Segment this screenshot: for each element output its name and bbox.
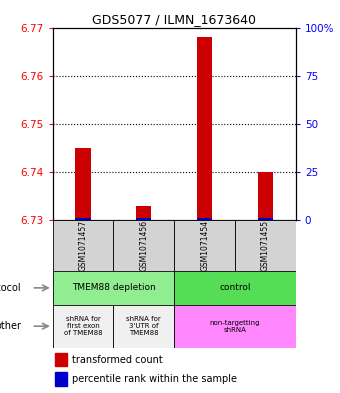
FancyBboxPatch shape [235,220,296,271]
Text: shRNA for
first exon
of TMEM88: shRNA for first exon of TMEM88 [64,316,102,336]
Text: transformed count: transformed count [72,354,163,365]
Bar [258,218,273,220]
Text: other: other [0,321,21,331]
Text: percentile rank within the sample: percentile rank within the sample [72,374,237,384]
FancyBboxPatch shape [53,220,114,271]
FancyBboxPatch shape [53,305,114,348]
Text: shRNA for
3'UTR of
TMEM88: shRNA for 3'UTR of TMEM88 [126,316,161,336]
Text: control: control [219,283,251,292]
FancyBboxPatch shape [174,305,296,348]
Text: protocol: protocol [0,283,21,293]
Text: GSM1071454: GSM1071454 [200,220,209,271]
Bar [197,218,212,220]
Bar [197,37,212,220]
Text: GSM1071455: GSM1071455 [261,220,270,271]
Bar [55,372,67,386]
Bar [136,206,151,220]
Text: GSM1071457: GSM1071457 [79,220,88,271]
Bar [136,218,151,220]
FancyBboxPatch shape [53,271,174,305]
Title: GDS5077 / ILMN_1673640: GDS5077 / ILMN_1673640 [92,13,256,26]
FancyBboxPatch shape [114,220,174,271]
Bar [75,218,91,220]
FancyBboxPatch shape [114,305,174,348]
FancyBboxPatch shape [174,271,296,305]
Text: GSM1071456: GSM1071456 [139,220,148,271]
Bar [55,353,67,366]
Text: TMEM88 depletion: TMEM88 depletion [72,283,155,292]
FancyBboxPatch shape [174,220,235,271]
Text: non-targetting
shRNA: non-targetting shRNA [210,320,260,333]
Bar [75,148,91,220]
Bar [258,172,273,220]
